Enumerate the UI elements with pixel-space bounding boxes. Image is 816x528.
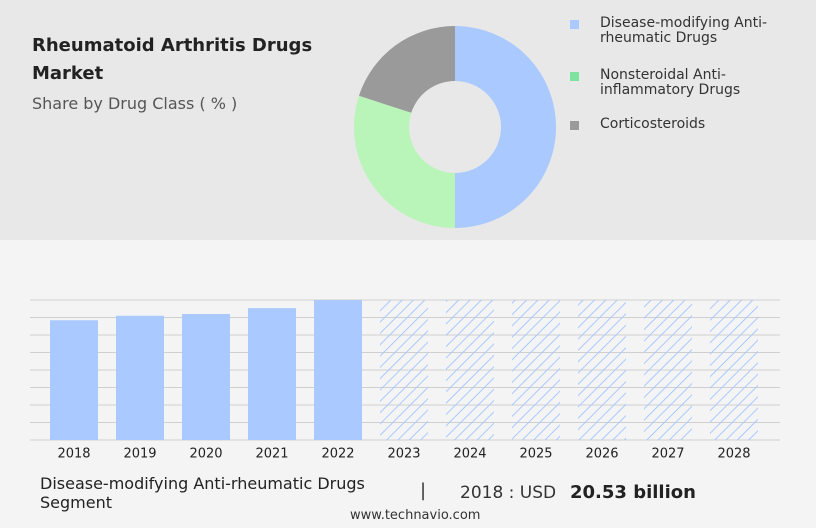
x-tick-label: 2028: [717, 447, 750, 462]
bar: [116, 315, 164, 440]
forecast-placeholder: [446, 300, 494, 440]
website: www.technavio.com: [350, 508, 481, 523]
forecast-placeholder: [380, 300, 428, 440]
donut-slice: [358, 26, 455, 113]
forecast-placeholder: [710, 300, 758, 440]
forecast-placeholder: [512, 300, 560, 440]
forecast-placeholder: [644, 300, 692, 440]
donut-slice: [354, 95, 455, 229]
x-tick-label: 2022: [321, 447, 354, 462]
x-tick-label: 2020: [189, 447, 222, 462]
legend-swatch: [570, 20, 579, 29]
bar: [248, 308, 296, 440]
donut-slice: [455, 26, 556, 228]
x-tick-label: 2026: [585, 447, 618, 462]
x-tick-label: 2023: [387, 447, 420, 462]
x-tick-label: 2019: [123, 447, 156, 462]
chart-title: Rheumatoid Arthritis Drugs Market: [32, 35, 313, 84]
legend-label: Corticosteroids: [600, 116, 706, 132]
x-tick-label: 2027: [651, 447, 684, 462]
year-label: 2018 : USD: [460, 483, 557, 503]
separator: |: [420, 480, 427, 501]
x-tick-label: 2018: [57, 447, 90, 462]
legend-label: Disease-modifying Anti-rheumatic Drugs: [600, 15, 768, 46]
bar: [50, 320, 98, 440]
chart-subtitle: Share by Drug Class ( % ): [32, 94, 238, 113]
legend-swatch: [570, 72, 579, 81]
segment-label: Disease-modifying Anti-rheumatic Drugs S…: [40, 474, 365, 512]
x-tick-label: 2021: [255, 447, 288, 462]
x-tick-label: 2025: [519, 447, 552, 462]
segment-value: 20.53 billion: [570, 482, 696, 503]
legend-swatch: [570, 121, 579, 130]
legend-label: Nonsteroidal Anti-inflammatory Drugs: [600, 67, 741, 98]
bar: [314, 300, 362, 440]
bar: [182, 314, 230, 440]
x-tick-label: 2024: [453, 447, 486, 462]
forecast-placeholder: [578, 300, 626, 440]
